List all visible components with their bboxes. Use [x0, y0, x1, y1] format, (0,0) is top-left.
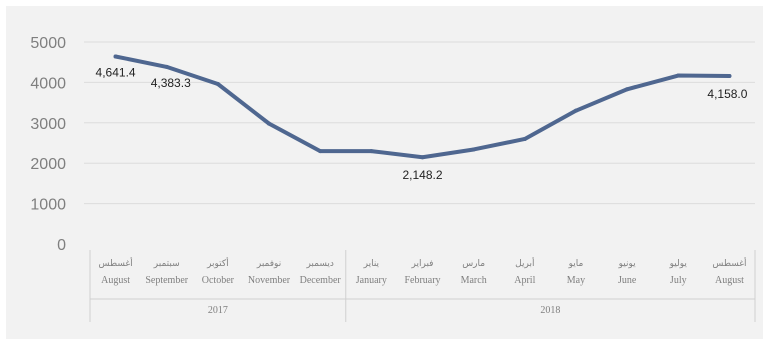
series-line-0 [113, 54, 732, 160]
x-tick-label-ar: سبتمبر [153, 259, 180, 269]
y-tick-label-0: 0 [57, 237, 66, 254]
x-tick-label-ar: أكتوبر [206, 257, 229, 269]
y-tick-label-1000: 1000 [30, 197, 66, 214]
x-tick-label-en: March [461, 275, 487, 286]
data-point [522, 136, 527, 141]
data-point [727, 74, 732, 79]
x-tick-label-ar: أغسطس [712, 257, 746, 269]
x-tick-label-en: May [567, 275, 585, 286]
data-point [573, 108, 578, 113]
x-tick-label-en: October [202, 275, 235, 286]
data-label: 4,641.4 [96, 65, 136, 79]
data-point [267, 121, 272, 126]
x-tick-label-en: February [404, 275, 440, 286]
data-label: 4,383.3 [151, 76, 191, 90]
data-point [215, 82, 220, 87]
x-tick-label-ar: يونيو [618, 259, 637, 269]
x-tick-label-ar: نوفمبر [256, 259, 281, 269]
x-tick-label-en: August [101, 275, 130, 286]
y-tick-label-3000: 3000 [30, 116, 66, 133]
x-tick-label-en: November [248, 275, 291, 286]
x-tick-label-en: June [618, 275, 637, 286]
year-label-2018: 2018 [540, 305, 560, 316]
x-tick-label-en: December [300, 275, 342, 286]
data-point [471, 147, 476, 152]
x-tick-label-en: April [514, 275, 535, 286]
x-tick-label-ar: فبراير [411, 259, 434, 269]
data-label: 2,148.2 [402, 168, 442, 182]
x-tick-label-en: January [356, 275, 387, 286]
data-point [676, 73, 681, 78]
data-point [420, 155, 425, 160]
x-tick-label-en: August [715, 275, 744, 286]
x-tick-label-ar: ديسمبر [305, 259, 333, 269]
y-tick-label-5000: 5000 [30, 35, 66, 52]
year-label-2017: 2017 [208, 305, 228, 316]
y-tick-label-2000: 2000 [30, 156, 66, 173]
x-tick-label-en: July [670, 275, 687, 286]
line-chart: 0 1000 2000 3000 4000 5000 2017 2018 أغسطس August… [30, 35, 756, 322]
x-tick-label-ar: أبريل [515, 257, 534, 269]
x-tick-label-ar: مايو [568, 259, 584, 269]
data-point [318, 149, 323, 154]
data-point [369, 149, 374, 154]
x-tick-label-ar: يوليو [669, 259, 688, 269]
data-point [164, 64, 169, 69]
x-tick-label-ar: أغسطس [99, 257, 133, 269]
x-tick-label-ar: يناير [363, 259, 380, 269]
y-tick-label-4000: 4000 [30, 75, 66, 92]
chart-area: 0 1000 2000 3000 4000 5000 2017 2018 أغسطس August… [6, 6, 763, 339]
x-tick-label-en: September [145, 275, 188, 286]
x-tick-label-ar: مارس [462, 259, 485, 269]
data-label: 4,158.0 [707, 87, 747, 101]
data-point [625, 87, 630, 92]
data-point [113, 54, 118, 59]
